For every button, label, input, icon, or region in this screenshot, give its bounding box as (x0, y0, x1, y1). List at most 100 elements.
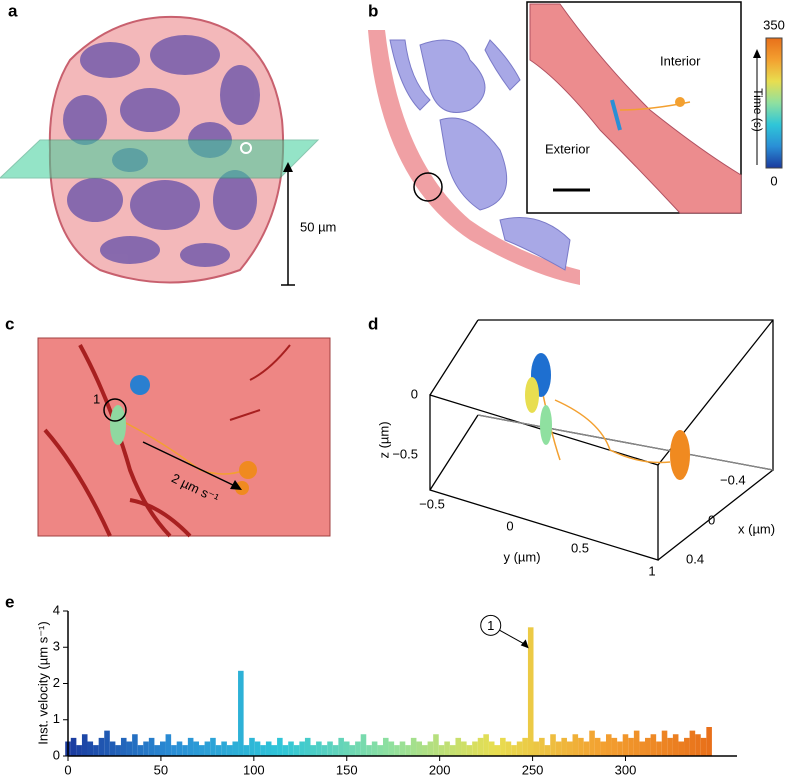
bar (628, 737, 634, 756)
bar (366, 745, 372, 756)
bar (488, 741, 495, 756)
panel-a: a 50 µm (0, 1, 336, 286)
bar (338, 737, 344, 756)
bar (265, 741, 272, 756)
bar (81, 734, 88, 756)
bar (511, 745, 517, 756)
x-tick: 0 (708, 512, 715, 527)
panel-label: d (368, 314, 378, 333)
bar (578, 737, 584, 756)
bar (672, 734, 679, 756)
bar (182, 745, 188, 756)
bar (226, 745, 233, 756)
bar (661, 730, 668, 756)
bar (433, 734, 439, 756)
annotation: 1 (487, 618, 494, 633)
bar (260, 745, 266, 756)
y-tick-label: 2 (53, 675, 60, 690)
bar (410, 737, 417, 756)
trajectory-blob (525, 377, 539, 413)
bar (271, 745, 278, 756)
bar (505, 741, 512, 756)
bar (472, 741, 478, 756)
exterior-label: Exterior (545, 141, 590, 156)
z-label: z (µm) (376, 421, 391, 458)
x-tick-label: 100 (243, 762, 265, 777)
membrane (368, 30, 580, 285)
bar (299, 741, 305, 756)
bar (104, 730, 110, 756)
speed-arrow (142, 441, 236, 487)
trajectory (610, 99, 622, 131)
bar (695, 734, 701, 756)
bar (572, 734, 579, 756)
bar (399, 741, 406, 756)
bar (483, 734, 489, 756)
bar (544, 745, 551, 756)
trajectory-end (675, 97, 685, 107)
bar (550, 734, 556, 756)
bar (533, 741, 540, 756)
bar (633, 730, 640, 756)
bar (617, 741, 623, 756)
bar (132, 734, 138, 756)
box (429, 319, 774, 561)
panel-label: e (5, 592, 14, 611)
bar (561, 737, 567, 756)
bar (238, 670, 244, 756)
bar (349, 745, 356, 756)
scale-label: 50 µm (300, 219, 336, 234)
x-tick-label: 150 (336, 762, 358, 777)
trajectory (539, 379, 671, 464)
zoom-circle (413, 172, 443, 202)
bar (221, 741, 227, 756)
bar (282, 745, 289, 756)
organelles (389, 39, 571, 271)
bar (137, 745, 144, 756)
bar (678, 741, 685, 756)
bar (93, 745, 99, 756)
bar (405, 745, 411, 756)
annotation-arrow (499, 629, 527, 646)
bar (76, 745, 82, 756)
bar (555, 741, 562, 756)
z-tick: −0.5 (392, 446, 418, 461)
bar (154, 745, 160, 756)
bar (115, 745, 121, 756)
panel-label: a (8, 1, 18, 20)
bar (444, 741, 450, 756)
bar (656, 741, 662, 756)
bar (645, 737, 651, 756)
x-tick-label: 250 (522, 762, 544, 777)
bar (684, 737, 690, 756)
bar (622, 734, 629, 756)
trajectory-blob (540, 405, 552, 445)
y-tick-label: 0 (53, 747, 60, 762)
bar (277, 737, 283, 756)
bar (159, 741, 166, 756)
bar (215, 745, 222, 756)
bar (232, 741, 239, 756)
x-tick: 0.4 (686, 551, 704, 566)
trajectory-blob (235, 481, 249, 495)
trajectory-blob (130, 375, 150, 395)
bar (332, 745, 339, 756)
bar (143, 741, 149, 756)
bar (422, 745, 428, 756)
y-tick-label: 1 (53, 711, 60, 726)
interior-label: Interior (660, 53, 701, 68)
bar (288, 741, 294, 756)
bar (689, 730, 696, 756)
bar (427, 741, 434, 756)
panel-d: d z (µm) 0 −0.5 −0.5 0 0.5 1 y (µm) −0.4… (368, 314, 775, 578)
x-tick-label: 50 (154, 762, 168, 777)
x-tick-label: 200 (429, 762, 451, 777)
bar (449, 745, 456, 756)
bar (394, 745, 400, 756)
colorbar-min: 0 (770, 173, 777, 188)
bar (148, 737, 155, 756)
x-tick-label: 300 (615, 762, 637, 777)
bar (321, 745, 328, 756)
bar (187, 737, 194, 756)
